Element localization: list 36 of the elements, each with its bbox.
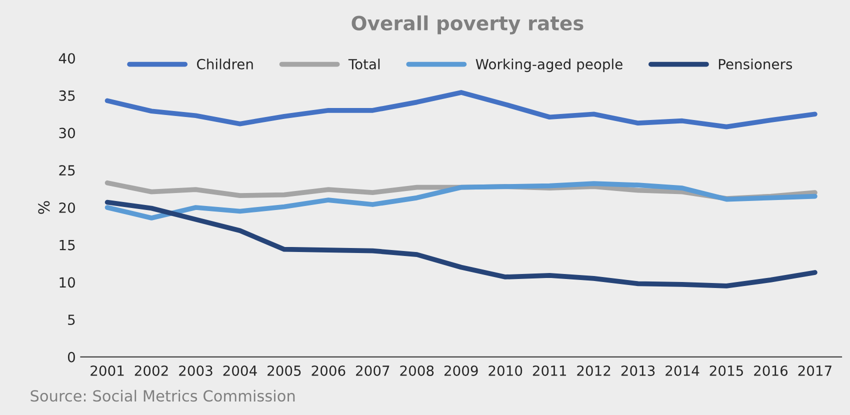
y-tick-label: 10	[60, 277, 75, 288]
x-tick-label: 2008	[400, 365, 434, 376]
y-axis-title: %	[38, 201, 50, 214]
y-tick-label: 35	[59, 90, 75, 101]
x-tick-label: 2013	[621, 365, 655, 376]
y-tick-label: 0	[68, 352, 75, 362]
x-tick-label: 2003	[179, 365, 212, 376]
source-note: Source: Social Metrics Commission	[30, 390, 295, 402]
x-tick-label: 2012	[577, 365, 610, 376]
x-tick-label: 2005	[268, 365, 301, 376]
y-tick-label: 20	[59, 202, 75, 213]
y-tick-label: 15	[60, 240, 75, 250]
y-tick-label: 40	[58, 53, 75, 64]
y-tick-label: 30	[59, 128, 75, 138]
line-series	[104, 181, 818, 220]
x-tick-label: 2015	[710, 365, 743, 376]
y-tick-label: 25	[59, 165, 75, 176]
x-tick-label: 2007	[356, 365, 390, 376]
x-tick-label: 2011	[532, 365, 566, 376]
legend-label: Children	[196, 58, 253, 70]
x-tick-label: 2004	[223, 365, 257, 376]
x-tick-label: 2001	[90, 365, 124, 376]
legend-label: Working-aged people	[476, 58, 622, 72]
x-tick-label: 2014	[666, 365, 700, 376]
legend-label: Total	[348, 58, 380, 70]
x-tick-label: 2006	[312, 365, 346, 376]
x-tick-label: 2009	[444, 365, 478, 376]
y-tick-label: 5	[68, 314, 75, 326]
line-series	[104, 90, 818, 130]
line-series	[104, 200, 818, 288]
chart-title: Overall poverty rates	[352, 15, 584, 34]
legend-label: Pensioners	[718, 58, 792, 70]
x-tick-label: 2016	[754, 365, 788, 376]
x-tick-label: 2017	[798, 365, 832, 376]
x-tick-label: 2002	[134, 365, 168, 376]
x-tick-label: 2010	[488, 365, 522, 376]
